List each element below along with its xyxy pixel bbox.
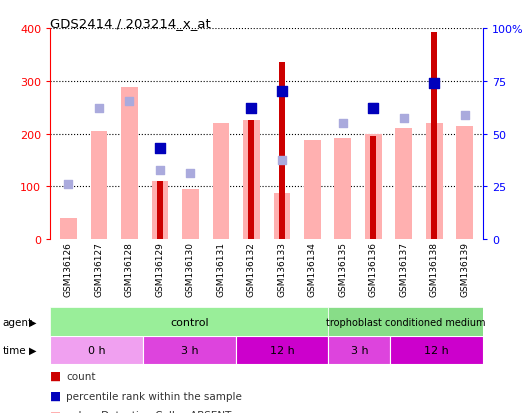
Text: GSM136132: GSM136132: [247, 242, 256, 296]
Bar: [182, 190, 199, 240]
Bar: [212, 124, 229, 240]
Bar: [431, 33, 437, 240]
Bar: [328, 308, 483, 336]
Text: GSM136134: GSM136134: [308, 242, 317, 296]
Text: ■: ■: [50, 389, 61, 402]
Text: ▶: ▶: [29, 317, 36, 327]
Text: GSM136127: GSM136127: [95, 242, 103, 296]
Point: [125, 98, 134, 105]
Bar: [304, 140, 321, 240]
Bar: [143, 336, 235, 364]
Text: GSM136136: GSM136136: [369, 242, 378, 297]
Bar: [395, 129, 412, 240]
Point: [460, 112, 469, 119]
Text: count: count: [66, 371, 96, 381]
Text: 3 h: 3 h: [181, 345, 198, 355]
Bar: [334, 138, 351, 240]
Bar: [365, 134, 382, 240]
Text: 0 h: 0 h: [88, 345, 106, 355]
Text: ▶: ▶: [29, 345, 36, 355]
Bar: [152, 182, 168, 240]
Point: [95, 106, 103, 112]
Text: GSM136129: GSM136129: [155, 242, 164, 296]
Bar: [249, 121, 254, 240]
Bar: [371, 137, 376, 240]
Text: 3 h: 3 h: [351, 345, 368, 355]
Bar: [456, 126, 473, 240]
Text: GSM136135: GSM136135: [338, 242, 347, 297]
Point: [156, 168, 164, 174]
Text: 12 h: 12 h: [270, 345, 295, 355]
Bar: [121, 88, 138, 240]
Point: [156, 146, 164, 152]
Bar: [328, 336, 390, 364]
Text: ■: ■: [50, 369, 61, 382]
Text: GSM136131: GSM136131: [216, 242, 225, 297]
Text: GSM136128: GSM136128: [125, 242, 134, 296]
Text: GSM136138: GSM136138: [430, 242, 439, 297]
Text: control: control: [170, 317, 209, 327]
Point: [278, 157, 286, 164]
Text: trophoblast conditioned medium: trophoblast conditioned medium: [326, 317, 486, 327]
Text: ■: ■: [50, 409, 61, 413]
Point: [400, 115, 408, 122]
Text: agent: agent: [3, 317, 33, 327]
Bar: [279, 63, 285, 240]
Bar: [50, 336, 143, 364]
Point: [369, 104, 378, 111]
Point: [430, 81, 439, 87]
Text: GSM136133: GSM136133: [277, 242, 286, 297]
Point: [247, 106, 256, 112]
Bar: [235, 336, 328, 364]
Bar: [157, 182, 163, 240]
Bar: [50, 308, 328, 336]
Bar: [390, 336, 483, 364]
Text: GSM136139: GSM136139: [460, 242, 469, 297]
Point: [64, 181, 73, 188]
Bar: [243, 121, 260, 240]
Text: GSM136130: GSM136130: [186, 242, 195, 297]
Text: GDS2414 / 203214_x_at: GDS2414 / 203214_x_at: [50, 17, 211, 29]
Text: value, Detection Call = ABSENT: value, Detection Call = ABSENT: [66, 411, 231, 413]
Point: [338, 121, 347, 127]
Text: 12 h: 12 h: [425, 345, 449, 355]
Bar: [60, 218, 77, 240]
Point: [186, 171, 195, 177]
Bar: [426, 124, 442, 240]
Text: GSM136126: GSM136126: [64, 242, 73, 296]
Bar: [274, 193, 290, 240]
Text: GSM136137: GSM136137: [399, 242, 408, 297]
Point: [369, 106, 378, 112]
Text: time: time: [3, 345, 26, 355]
Point: [278, 89, 286, 95]
Text: percentile rank within the sample: percentile rank within the sample: [66, 391, 242, 401]
Bar: [91, 132, 107, 240]
